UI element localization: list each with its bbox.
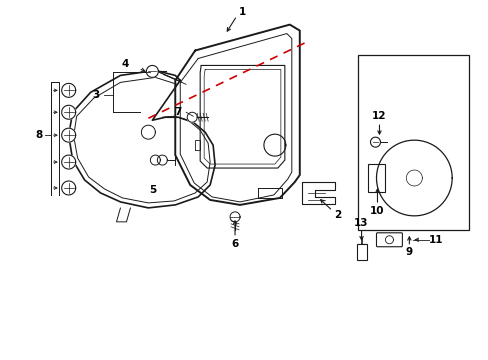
Bar <box>356 244 366 260</box>
Text: 8: 8 <box>35 130 42 140</box>
Polygon shape <box>385 236 393 244</box>
Text: 12: 12 <box>371 111 386 121</box>
Polygon shape <box>146 66 158 77</box>
Text: 4: 4 <box>122 59 129 69</box>
Text: 2: 2 <box>333 210 341 220</box>
Polygon shape <box>229 212 240 222</box>
Bar <box>367 164 385 192</box>
Polygon shape <box>370 137 380 147</box>
Text: 1: 1 <box>238 6 245 17</box>
Polygon shape <box>61 105 76 119</box>
Text: 10: 10 <box>369 206 384 216</box>
Polygon shape <box>61 155 76 169</box>
Text: 6: 6 <box>231 239 238 249</box>
Text: 5: 5 <box>148 185 156 195</box>
FancyBboxPatch shape <box>376 233 402 247</box>
Polygon shape <box>61 84 76 97</box>
Text: 3: 3 <box>92 90 99 100</box>
Text: 11: 11 <box>428 235 443 245</box>
Polygon shape <box>61 181 76 195</box>
Bar <box>357 55 468 230</box>
Text: 7: 7 <box>174 107 182 117</box>
Polygon shape <box>187 112 197 122</box>
Polygon shape <box>61 128 76 142</box>
Text: 9: 9 <box>405 247 412 257</box>
Text: 13: 13 <box>354 218 368 228</box>
